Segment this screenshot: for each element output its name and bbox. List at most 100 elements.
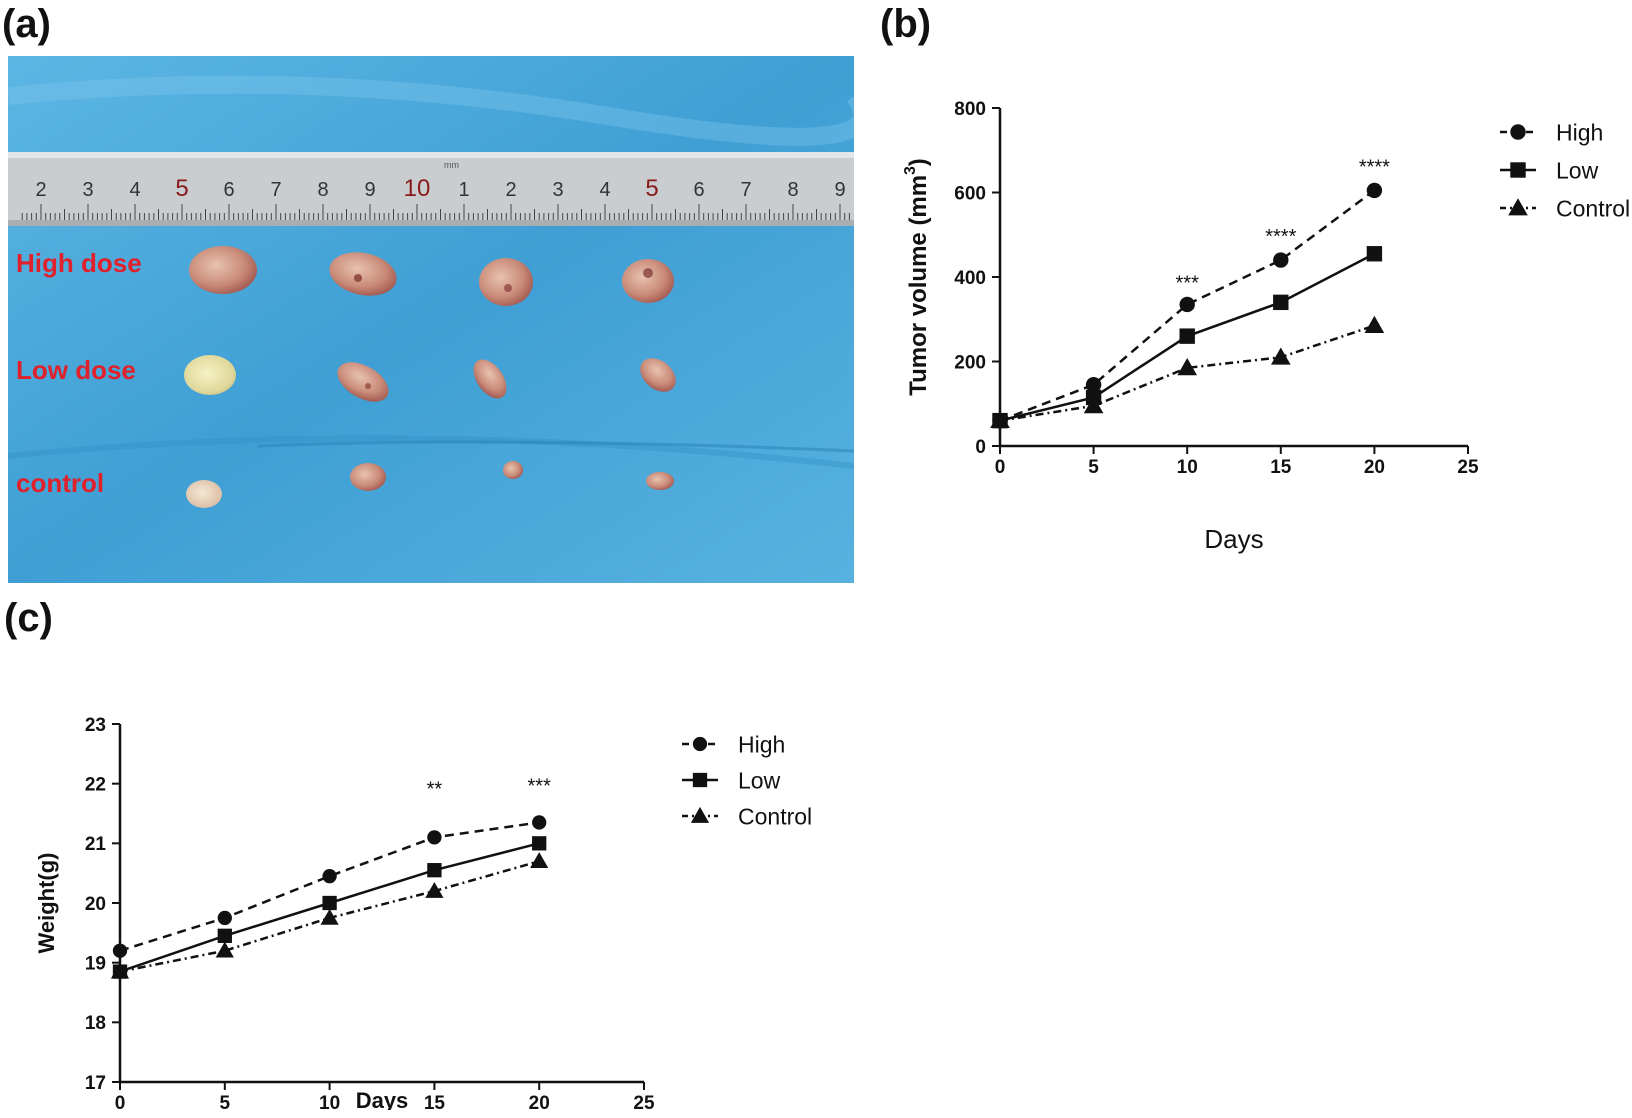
ruler: 2 3 4 5 6 7 8 9 10 1 2 3 4 5 6 7 8 9 mm — [8, 152, 854, 226]
data-point-control — [1177, 358, 1197, 376]
data-point-high — [217, 910, 232, 926]
x-tick-label: 15 — [1270, 457, 1292, 478]
legend-label-high: High — [738, 731, 785, 757]
y-tick-label: 200 — [954, 352, 986, 373]
y-axis-label-close: ) — [905, 158, 932, 166]
y-tick-label: 18 — [85, 1013, 106, 1034]
y-axis-label-text: Tumor volume (mm — [905, 175, 932, 396]
legend-label-high: High — [1556, 119, 1603, 145]
significance-label: ** — [427, 779, 443, 801]
legend-marker-control — [1508, 198, 1528, 216]
series-high — [112, 815, 547, 958]
data-point-control — [1364, 315, 1385, 333]
ruler-number: 4 — [129, 179, 140, 201]
x-tick-label: 25 — [633, 1093, 655, 1110]
data-point-low — [322, 895, 337, 911]
ruler-number: 4 — [599, 179, 610, 201]
data-point-high — [1366, 182, 1383, 199]
y-tick-label: 21 — [85, 834, 107, 855]
x-tick-label: 10 — [319, 1093, 340, 1110]
y-tick-label: 22 — [85, 775, 106, 796]
data-point-high — [1273, 252, 1289, 268]
ruler-number: 9 — [834, 179, 845, 201]
x-tick-label: 20 — [1364, 457, 1385, 478]
data-point-high — [1179, 296, 1195, 313]
ruler-number: 9 — [364, 179, 375, 201]
data-point-high — [532, 815, 547, 830]
ruler-unit: mm — [444, 160, 459, 170]
data-point-control — [425, 881, 444, 898]
y-tick-label: 19 — [85, 954, 106, 975]
significance-label: *** — [1176, 273, 1200, 295]
row-label-low: Low dose — [16, 355, 136, 385]
legend-marker-high — [1510, 124, 1526, 140]
chart-tumor-volume: 0 5 10 15 20 25 0 200 400 600 800 Days Tumor volume … — [902, 99, 1630, 554]
ruler-number: 3 — [82, 179, 93, 201]
data-point-low — [1179, 328, 1195, 344]
data-point-low — [427, 863, 442, 878]
tumors-high-dose — [189, 246, 674, 306]
ruler-number: 7 — [270, 179, 281, 201]
data-point-control — [1083, 396, 1104, 414]
series-low — [112, 836, 547, 979]
data-point-control — [990, 410, 1010, 428]
row-label-high: High dose — [16, 248, 142, 278]
y-tick-label: 20 — [85, 894, 106, 915]
row-label-control: control — [16, 468, 104, 498]
panel-label-c: (c) — [4, 596, 53, 640]
legend-label-low: Low — [738, 767, 781, 793]
x-tick-label: 5 — [220, 1093, 231, 1110]
ruler-number: 6 — [693, 179, 704, 201]
tumor-photo: 2 3 4 5 6 7 8 9 10 1 2 3 4 5 6 7 8 9 mm High dose Low dos… — [7, 56, 872, 583]
legend-item-high: High — [1500, 119, 1603, 145]
photo-background — [8, 56, 854, 583]
data-point-low — [217, 928, 232, 943]
panel-label-b: (b) — [880, 2, 932, 46]
y-axis-label-text: Weight(g) — [34, 852, 59, 953]
series-high — [992, 182, 1383, 429]
series-line-high — [119, 821, 540, 952]
x-axis-label: Days — [356, 1088, 409, 1110]
ruler-number: 7 — [740, 179, 751, 201]
significance-label: **** — [1265, 226, 1296, 248]
ruler-number: 3 — [552, 179, 563, 201]
ruler-number: 1 — [458, 179, 469, 201]
legend-marker-control — [690, 806, 710, 823]
ruler-number: 5 — [175, 175, 188, 202]
tumor-photo-svg: 2 3 4 5 6 7 8 9 10 1 2 3 4 5 6 7 8 9 mm High dose Low dos… — [7, 56, 872, 583]
ruler-number: 5 — [645, 175, 658, 202]
tumors-low-dose — [184, 355, 676, 402]
x-tick-label: 0 — [995, 457, 1006, 478]
x-tick-label: 20 — [529, 1093, 550, 1110]
significance-label: **** — [1359, 156, 1390, 178]
y-tick-label: 17 — [85, 1073, 106, 1094]
y-axis-label: Tumor volume (mm3) — [902, 158, 932, 396]
series-control — [990, 315, 1385, 428]
legend-item-control: Control — [1500, 195, 1630, 221]
x-tick-label: 15 — [424, 1093, 446, 1110]
legend-item-low: Low — [1500, 157, 1599, 183]
data-point-control — [320, 908, 339, 925]
data-point-control — [1271, 347, 1291, 365]
legend-label-control: Control — [1556, 195, 1630, 221]
significance-label: *** — [528, 776, 552, 798]
y-axis-label: Weight(g) — [34, 852, 59, 953]
data-point-control — [110, 962, 130, 979]
legend-item-low: Low — [682, 767, 781, 793]
x-tick-label: 5 — [1088, 457, 1099, 478]
series-control — [110, 852, 549, 979]
legend-marker-low — [1510, 162, 1526, 178]
x-axis-label: Days — [1204, 524, 1263, 554]
ruler-number: 6 — [223, 179, 234, 201]
data-point-high — [112, 943, 128, 958]
data-point-low — [1366, 246, 1383, 262]
y-tick-label: 600 — [954, 183, 986, 204]
legend-item-high: High — [682, 731, 785, 757]
legend-marker-low — [692, 772, 708, 788]
ruler-number: 8 — [317, 179, 328, 201]
x-tick-label: 25 — [1457, 457, 1479, 478]
legend-item-control: Control — [682, 803, 812, 829]
data-point-control — [530, 852, 549, 869]
legend-label-low: Low — [1556, 157, 1599, 183]
